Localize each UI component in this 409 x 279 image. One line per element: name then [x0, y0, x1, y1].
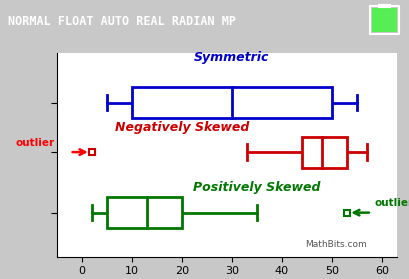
Text: MathBits.com: MathBits.com: [305, 240, 367, 249]
Text: outlier: outlier: [16, 138, 55, 148]
Text: Negatively Skewed: Negatively Skewed: [115, 121, 249, 134]
Bar: [370, 6, 399, 34]
Text: Positively Skewed: Positively Skewed: [193, 181, 321, 194]
Bar: [107, 197, 182, 228]
Bar: [372, 8, 397, 32]
Text: Symmetric: Symmetric: [194, 51, 270, 64]
Text: outlier: outlier: [374, 198, 409, 208]
Text: NORMAL FLOAT AUTO REAL RADIAN MP: NORMAL FLOAT AUTO REAL RADIAN MP: [8, 15, 236, 28]
Bar: [132, 87, 332, 118]
Bar: [302, 137, 347, 167]
